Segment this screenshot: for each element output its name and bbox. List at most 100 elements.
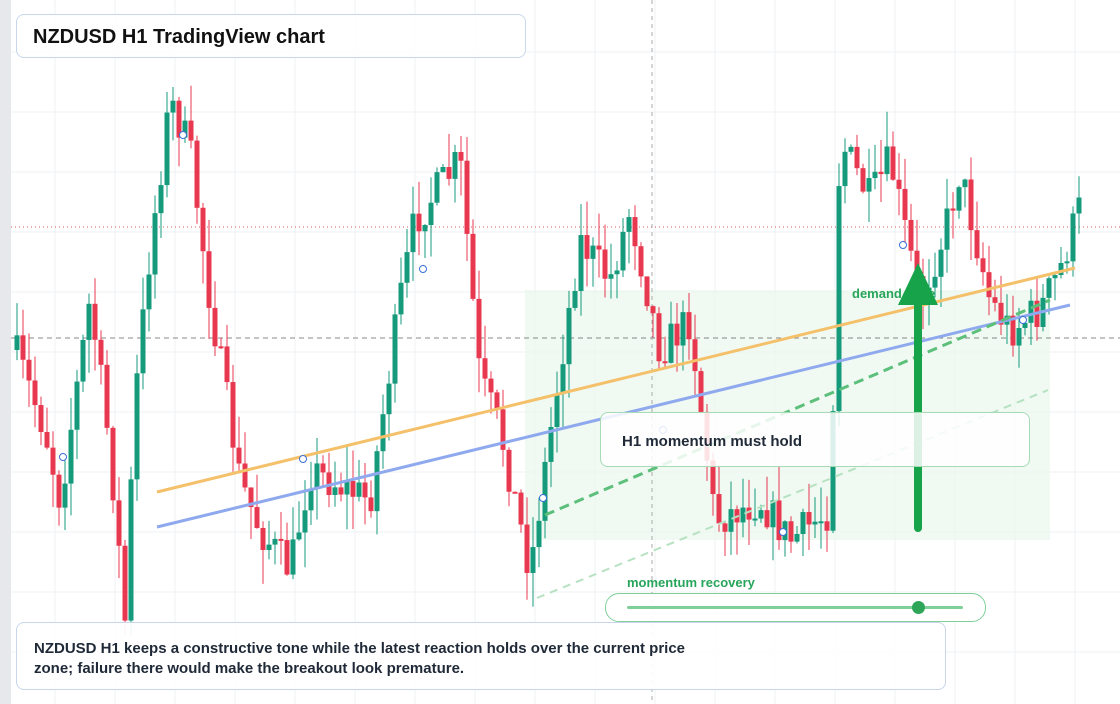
candle xyxy=(674,323,680,346)
candle xyxy=(686,312,692,340)
candle xyxy=(788,521,794,542)
candle xyxy=(44,432,50,448)
candle xyxy=(962,179,968,188)
slider-track xyxy=(627,606,963,609)
callout-box: H1 momentum must hold xyxy=(600,412,1030,467)
candle xyxy=(974,230,980,259)
candle xyxy=(548,426,554,462)
candle xyxy=(620,231,626,271)
candle xyxy=(554,393,560,427)
candle xyxy=(284,540,290,575)
candle xyxy=(344,480,350,495)
candle xyxy=(122,545,128,621)
candle xyxy=(164,112,170,186)
candle xyxy=(194,140,200,208)
candle xyxy=(776,500,782,541)
candle xyxy=(650,306,656,314)
candle xyxy=(890,146,896,180)
candle xyxy=(332,487,338,495)
candle xyxy=(230,382,236,448)
candle xyxy=(446,166,452,179)
candle xyxy=(428,202,434,226)
candle xyxy=(356,482,362,497)
candle xyxy=(320,463,326,473)
candle xyxy=(392,314,398,384)
candle xyxy=(482,358,488,379)
candle xyxy=(170,100,176,113)
candle xyxy=(92,303,98,340)
candle xyxy=(866,178,872,192)
candle xyxy=(956,187,962,211)
candle xyxy=(746,507,752,520)
candle xyxy=(368,497,374,512)
candle xyxy=(932,276,938,288)
candle xyxy=(602,249,608,279)
candle xyxy=(374,451,380,512)
candle xyxy=(902,188,908,220)
candle xyxy=(986,272,992,298)
candle xyxy=(464,160,470,234)
candle xyxy=(470,233,476,299)
candle xyxy=(1010,315,1016,346)
candle xyxy=(176,100,182,138)
candle xyxy=(578,235,584,292)
candle xyxy=(968,179,974,231)
candle xyxy=(836,186,842,412)
slider-label: momentum recovery xyxy=(627,575,755,590)
candle xyxy=(524,524,530,573)
slider[interactable] xyxy=(605,593,986,622)
candle xyxy=(1076,197,1082,214)
candle xyxy=(980,258,986,273)
candle xyxy=(398,282,404,315)
candle xyxy=(314,463,320,489)
candle xyxy=(698,371,704,412)
slider-thumb[interactable] xyxy=(912,601,925,614)
candle xyxy=(908,219,914,251)
trend-line-green xyxy=(544,298,1051,517)
candle xyxy=(560,364,566,394)
candle xyxy=(722,523,728,532)
candle xyxy=(608,274,614,279)
candle xyxy=(350,480,356,497)
candle xyxy=(854,146,860,169)
candle xyxy=(80,339,86,382)
candle xyxy=(422,225,428,232)
candle xyxy=(536,520,542,548)
candle xyxy=(104,364,110,428)
candle xyxy=(824,521,830,531)
candle xyxy=(62,483,68,508)
candle xyxy=(290,539,296,575)
candle xyxy=(140,309,146,374)
candle xyxy=(764,510,770,528)
candle xyxy=(680,312,686,346)
candle xyxy=(434,172,440,203)
candle xyxy=(770,500,776,528)
candle xyxy=(860,168,866,192)
candle xyxy=(740,507,746,523)
candle xyxy=(884,146,890,175)
candle xyxy=(494,392,500,410)
candle xyxy=(830,411,836,531)
candle xyxy=(14,335,20,350)
candle xyxy=(38,405,44,433)
candle xyxy=(218,346,224,349)
candle xyxy=(632,217,638,247)
candle xyxy=(128,479,134,621)
candle xyxy=(146,274,152,310)
candle xyxy=(506,449,512,492)
candle xyxy=(488,378,494,393)
candle xyxy=(380,414,386,452)
candle xyxy=(50,447,56,475)
candle xyxy=(266,544,272,551)
callout: H1 momentum must hold xyxy=(622,433,803,450)
candle xyxy=(212,307,218,347)
candle xyxy=(386,383,392,415)
candle xyxy=(896,179,902,189)
trend-line-light xyxy=(536,389,1049,599)
candle xyxy=(1028,300,1034,323)
candle xyxy=(512,491,518,494)
candle xyxy=(476,298,482,359)
title-box: NZDUSD H1 TradingView chart xyxy=(16,14,526,58)
